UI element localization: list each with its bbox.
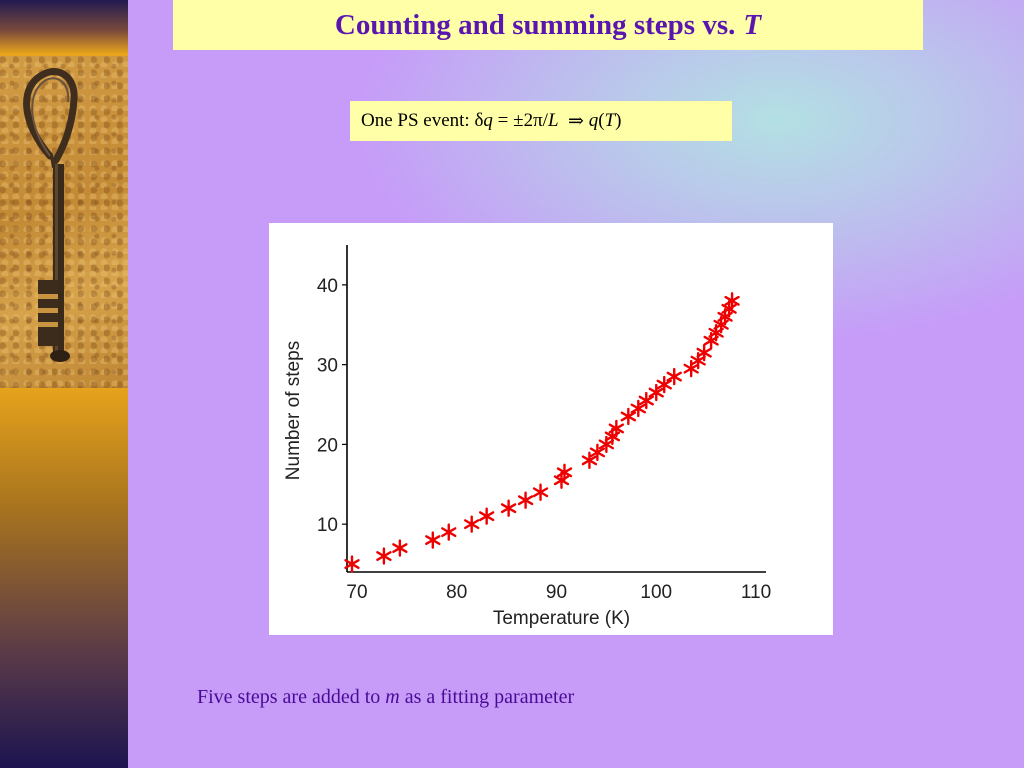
data-point — [478, 507, 495, 525]
data-point — [344, 555, 360, 573]
x-tick-label: 100 — [640, 582, 672, 603]
formula-open-paren: ( — [598, 110, 605, 131]
formula-equals: = ±2π/ — [492, 110, 548, 131]
formula-arrow: ⇒ — [558, 110, 589, 132]
data-point — [392, 539, 408, 557]
data-point — [620, 407, 637, 426]
caption-after: as a fitting parameter — [399, 686, 575, 708]
x-tick-label: 70 — [346, 582, 367, 603]
data-point — [581, 451, 598, 470]
x-tick-label: 80 — [446, 582, 467, 603]
data-point — [517, 491, 534, 509]
y-tick-label: 10 — [317, 515, 338, 536]
formula-prefix: One PS event: — [361, 110, 475, 131]
slide-title-box: Counting and summing steps vs. T — [173, 0, 923, 50]
caption: Five steps are added to m as a fitting p… — [197, 686, 574, 709]
formula-close-paren: ) — [615, 110, 622, 131]
data-point — [376, 547, 392, 565]
title-variable: T — [743, 8, 762, 41]
y-axis-label: Number of steps — [283, 341, 304, 480]
data-point — [648, 383, 664, 402]
data-point — [630, 399, 646, 418]
data-point — [532, 483, 549, 501]
x-axis-label: Temperature (K) — [493, 608, 630, 629]
formula-q: q — [483, 110, 493, 131]
caption-before: Five steps are added to — [197, 686, 386, 708]
key-photo — [0, 56, 128, 388]
data-point — [589, 443, 606, 462]
data-point — [638, 391, 654, 410]
formula-q-of-T: q — [588, 110, 599, 131]
iron-key-icon — [23, 68, 78, 362]
data-point — [656, 375, 672, 394]
data-point — [696, 343, 712, 362]
data-point — [425, 531, 441, 549]
y-tick-label: 30 — [317, 356, 338, 377]
x-tick-label: 90 — [546, 582, 567, 603]
data-point — [666, 367, 682, 386]
data-point — [464, 515, 480, 533]
y-tick-label: 40 — [317, 276, 338, 297]
decorative-sidebar — [0, 0, 128, 768]
formula-L: L — [547, 110, 559, 131]
chart-panel: 10 20 30 40 70 80 90 100 110 Temperature (K) Numbe… — [269, 223, 833, 635]
formula-T: T — [604, 110, 616, 131]
slide-title: Counting and summing steps vs. — [334, 8, 736, 41]
data-point — [441, 523, 457, 541]
caption-m: m — [385, 686, 400, 708]
data-point — [608, 419, 625, 438]
formula-delta: δ — [474, 110, 484, 131]
data-point — [724, 292, 740, 310]
steps-vs-temperature-chart: 10 20 30 40 70 80 90 100 110 Temperature (K) Numbe… — [283, 245, 771, 629]
y-tick-label: 20 — [317, 435, 338, 456]
x-tick-label: 110 — [741, 582, 771, 603]
data-point — [500, 499, 517, 517]
data-point — [556, 463, 573, 482]
